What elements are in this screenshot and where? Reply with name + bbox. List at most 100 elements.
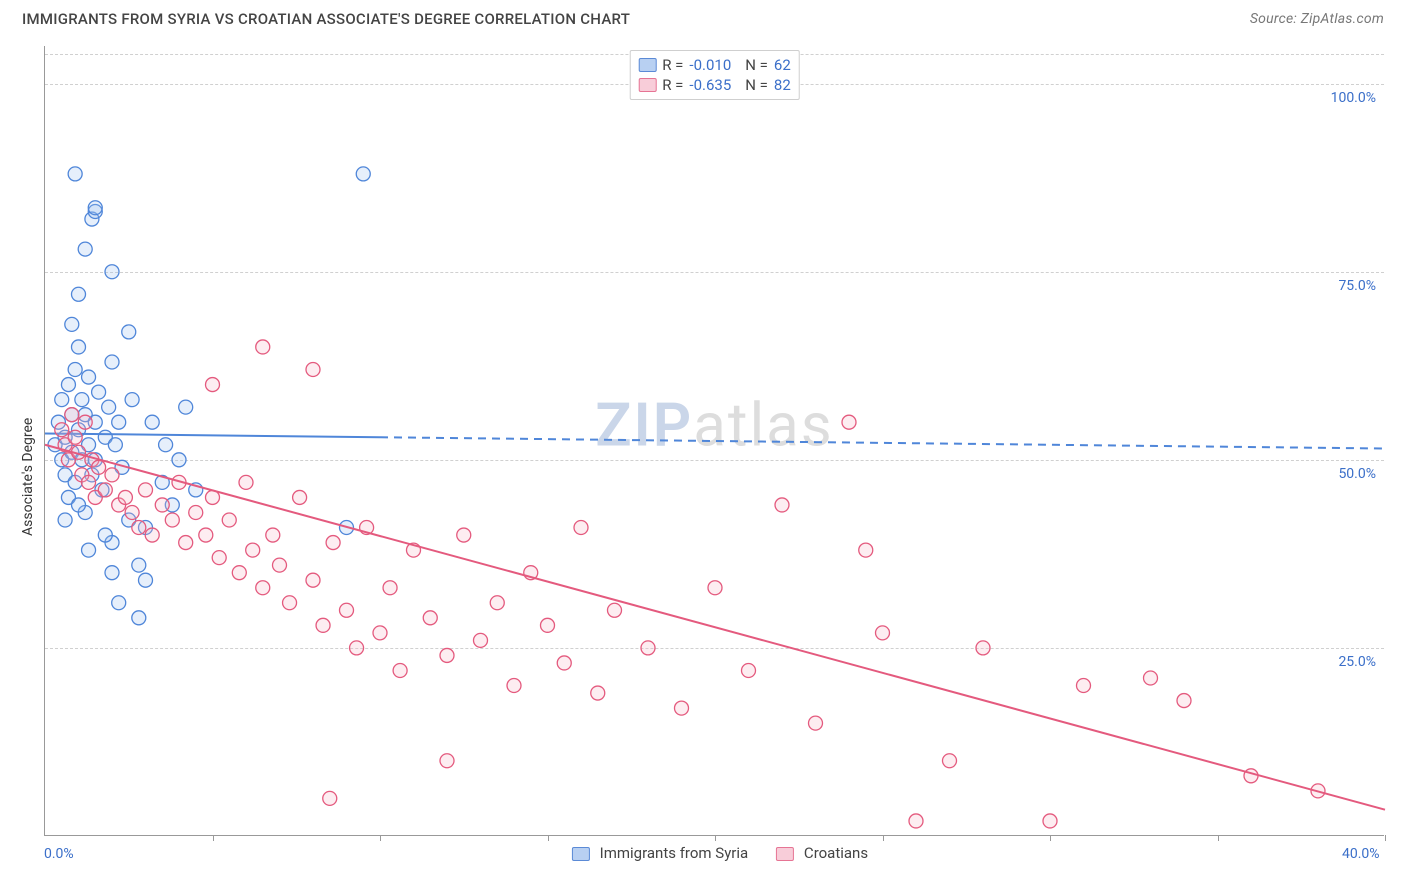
legend-swatch-croatians bbox=[776, 847, 794, 861]
data-point-croatians bbox=[943, 754, 957, 768]
data-point-syria bbox=[72, 287, 86, 301]
data-point-croatians bbox=[591, 686, 605, 700]
data-point-croatians bbox=[145, 528, 159, 542]
data-point-croatians bbox=[383, 581, 397, 595]
legend-item-syria: Immigrants from Syria bbox=[572, 844, 748, 862]
data-point-croatians bbox=[608, 603, 622, 617]
legend-n-label: N = bbox=[745, 56, 768, 74]
data-point-croatians bbox=[1177, 694, 1191, 708]
data-point-croatians bbox=[440, 754, 454, 768]
data-point-syria bbox=[125, 393, 139, 407]
legend-r-value-croatians: -0.635 bbox=[689, 76, 731, 94]
data-point-croatians bbox=[256, 581, 270, 595]
data-point-syria bbox=[145, 415, 159, 429]
chart-title: IMMIGRANTS FROM SYRIA VS CROATIAN ASSOCI… bbox=[22, 10, 630, 28]
data-point-syria bbox=[102, 400, 116, 414]
data-point-croatians bbox=[1077, 679, 1091, 693]
data-point-croatians bbox=[675, 701, 689, 715]
data-point-croatians bbox=[326, 536, 340, 550]
data-point-croatians bbox=[68, 430, 82, 444]
data-point-syria bbox=[105, 355, 119, 369]
data-point-croatians bbox=[55, 423, 69, 437]
data-point-syria bbox=[75, 393, 89, 407]
data-point-croatians bbox=[82, 475, 96, 489]
legend-n-label: N = bbox=[745, 76, 768, 94]
legend-label-syria: Immigrants from Syria bbox=[600, 844, 749, 862]
trend-line-croatians bbox=[45, 445, 1385, 810]
data-point-croatians bbox=[350, 641, 364, 655]
data-point-croatians bbox=[155, 498, 169, 512]
data-point-croatians bbox=[775, 498, 789, 512]
data-point-croatians bbox=[212, 551, 226, 565]
data-point-croatians bbox=[557, 656, 571, 670]
data-point-croatians bbox=[876, 626, 890, 640]
data-point-croatians bbox=[976, 641, 990, 655]
data-point-syria bbox=[112, 596, 126, 610]
data-point-syria bbox=[78, 242, 92, 256]
data-point-croatians bbox=[507, 679, 521, 693]
data-point-syria bbox=[88, 201, 102, 215]
data-point-syria bbox=[82, 370, 96, 384]
data-point-croatians bbox=[179, 536, 193, 550]
data-point-syria bbox=[82, 543, 96, 557]
legend-n-value-croatians: 82 bbox=[774, 76, 791, 94]
data-point-syria bbox=[172, 453, 186, 467]
data-point-syria bbox=[61, 378, 75, 392]
data-point-syria bbox=[68, 363, 82, 377]
data-point-syria bbox=[65, 317, 79, 331]
correlation-legend: R = -0.010 N = 62 R = -0.635 N = 82 bbox=[629, 50, 800, 100]
data-point-syria bbox=[72, 340, 86, 354]
data-point-croatians bbox=[340, 603, 354, 617]
data-point-syria bbox=[132, 611, 146, 625]
y-axis-label: Associate's Degree bbox=[20, 418, 36, 536]
legend-swatch-syria bbox=[638, 58, 656, 72]
data-point-croatians bbox=[1144, 671, 1158, 685]
data-point-croatians bbox=[92, 460, 106, 474]
data-point-syria bbox=[112, 415, 126, 429]
data-point-croatians bbox=[323, 791, 337, 805]
legend-row-syria: R = -0.010 N = 62 bbox=[638, 55, 791, 75]
data-point-syria bbox=[58, 513, 72, 527]
legend-r-label: R = bbox=[662, 56, 683, 74]
data-point-syria bbox=[132, 558, 146, 572]
data-point-croatians bbox=[490, 596, 504, 610]
legend-swatch-syria bbox=[572, 847, 590, 861]
legend-label-croatians: Croatians bbox=[804, 844, 868, 862]
source-attribution: Source: ZipAtlas.com bbox=[1250, 11, 1384, 27]
data-point-croatians bbox=[306, 363, 320, 377]
trend-line-syria bbox=[45, 433, 380, 437]
data-point-croatians bbox=[222, 513, 236, 527]
data-point-syria bbox=[92, 385, 106, 399]
data-point-syria bbox=[105, 566, 119, 580]
data-point-croatians bbox=[266, 528, 280, 542]
data-point-croatians bbox=[316, 618, 330, 632]
data-point-croatians bbox=[246, 543, 260, 557]
data-point-croatians bbox=[273, 558, 287, 572]
data-point-croatians bbox=[65, 408, 79, 422]
data-point-croatians bbox=[165, 513, 179, 527]
data-point-croatians bbox=[256, 340, 270, 354]
data-point-croatians bbox=[393, 663, 407, 677]
data-point-croatians bbox=[1043, 814, 1057, 828]
legend-n-value-syria: 62 bbox=[774, 56, 791, 74]
chart-container: Associate's Degree ZIPatlas R = -0.010 N… bbox=[44, 46, 1396, 878]
data-point-croatians bbox=[139, 483, 153, 497]
data-point-croatians bbox=[574, 521, 588, 535]
data-point-syria bbox=[108, 438, 122, 452]
data-point-syria bbox=[105, 265, 119, 279]
data-point-croatians bbox=[306, 573, 320, 587]
data-point-croatians bbox=[232, 566, 246, 580]
data-point-croatians bbox=[440, 648, 454, 662]
scatter-svg bbox=[45, 46, 1385, 836]
data-point-croatians bbox=[125, 505, 139, 519]
data-point-croatians bbox=[206, 378, 220, 392]
data-point-croatians bbox=[118, 490, 132, 504]
data-point-syria bbox=[122, 325, 136, 339]
data-point-croatians bbox=[199, 528, 213, 542]
data-point-croatians bbox=[78, 415, 92, 429]
data-point-croatians bbox=[708, 581, 722, 595]
data-point-croatians bbox=[859, 543, 873, 557]
data-point-croatians bbox=[293, 490, 307, 504]
data-point-croatians bbox=[239, 475, 253, 489]
data-point-croatians bbox=[742, 663, 756, 677]
